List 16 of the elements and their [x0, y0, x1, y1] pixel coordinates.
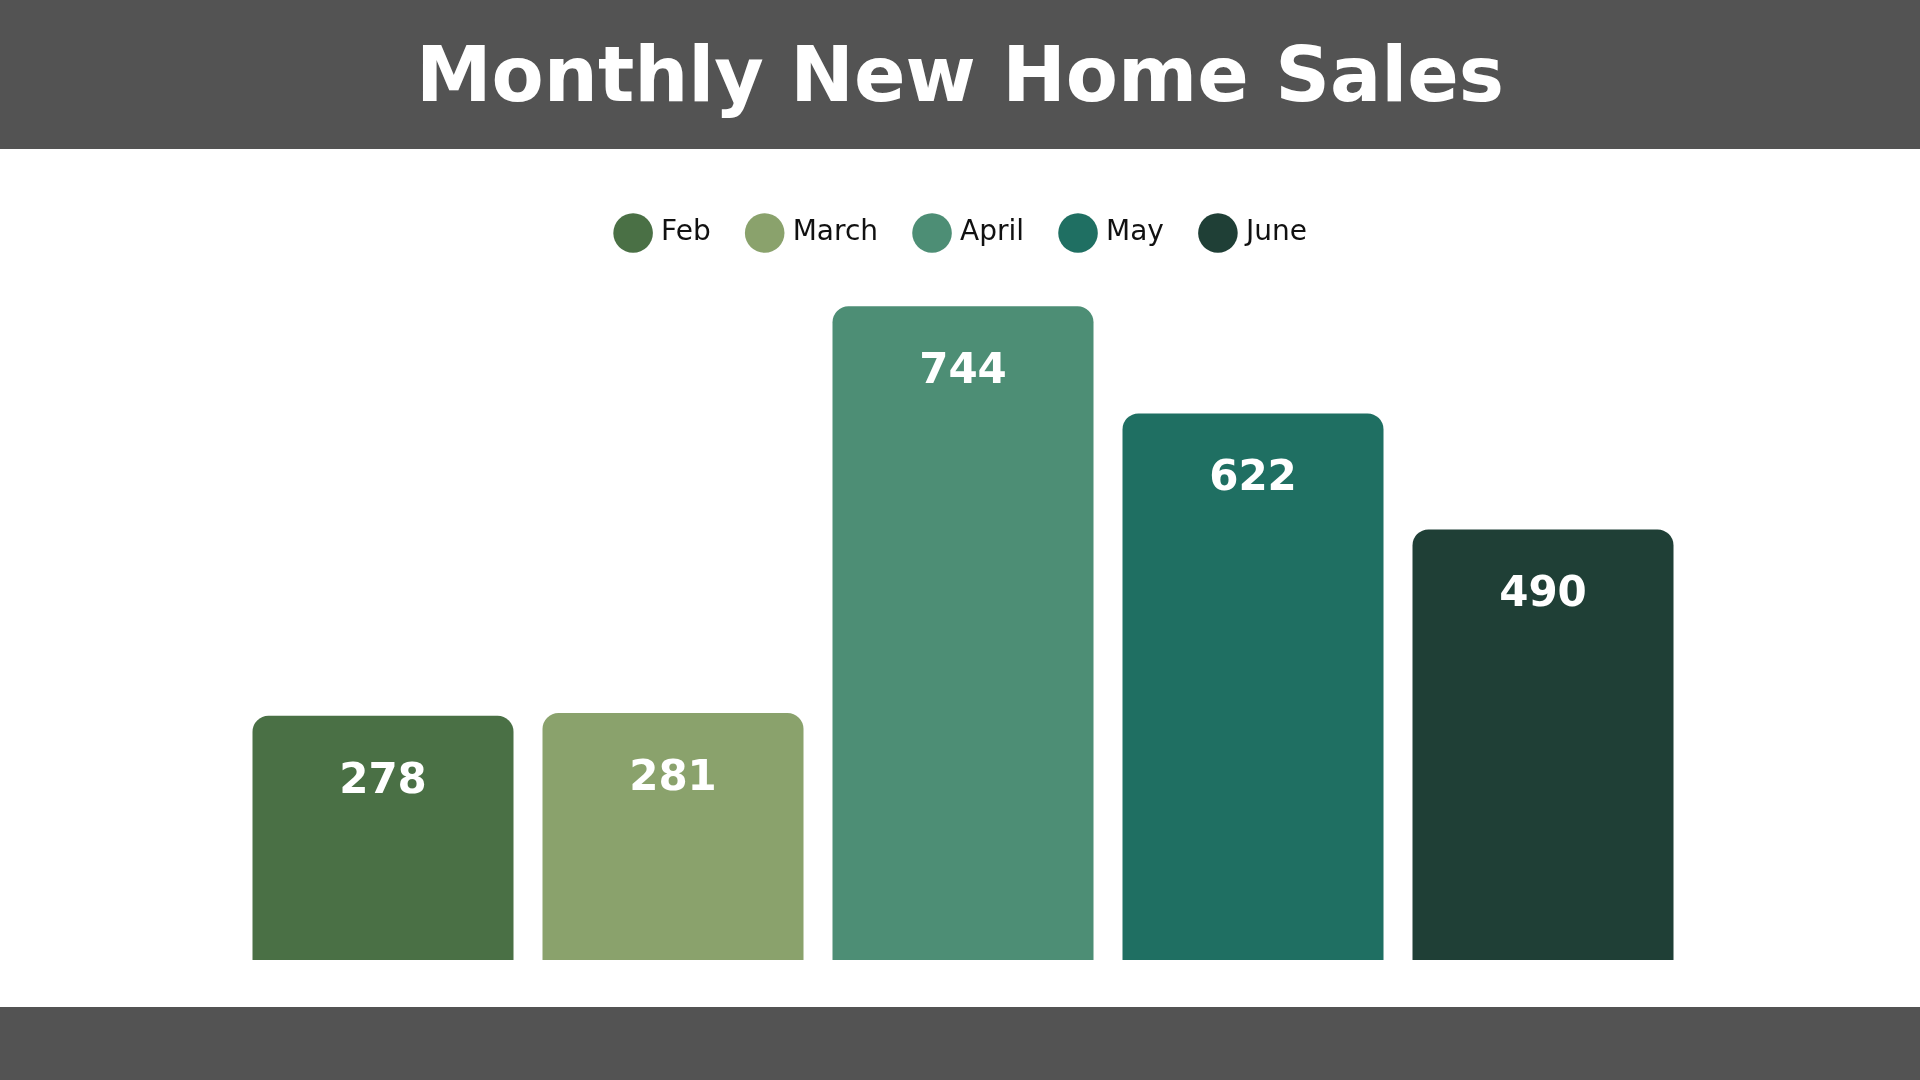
bar: [832, 306, 1094, 960]
legend-label: Feb: [661, 214, 711, 248]
chart-title: Monthly New Home Sales: [415, 30, 1505, 119]
data-label: 490: [1499, 567, 1587, 617]
bar: [542, 713, 804, 960]
legend-label: May: [1106, 214, 1164, 248]
legend-label: June: [1243, 214, 1307, 248]
bar: [1122, 413, 1384, 960]
data-label: 281: [629, 750, 717, 800]
data-label: 278: [339, 753, 427, 803]
bar: [1412, 529, 1674, 960]
data-label: 622: [1209, 451, 1297, 501]
data-label: 744: [919, 344, 1007, 394]
bar: [252, 715, 514, 960]
legend-label: March: [792, 214, 879, 248]
legend-label: April: [960, 214, 1025, 248]
